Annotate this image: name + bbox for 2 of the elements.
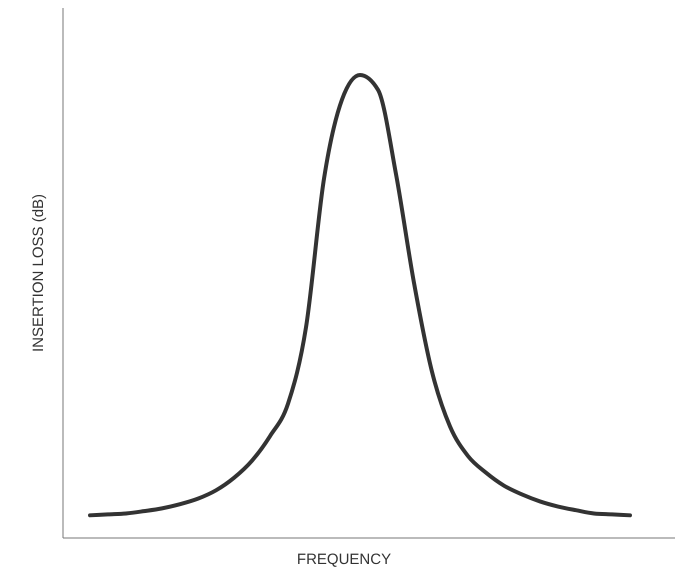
y-axis-title: INSERTION LOSS (dB) xyxy=(30,194,47,352)
x-axis-title: FREQUENCY xyxy=(296,550,392,568)
